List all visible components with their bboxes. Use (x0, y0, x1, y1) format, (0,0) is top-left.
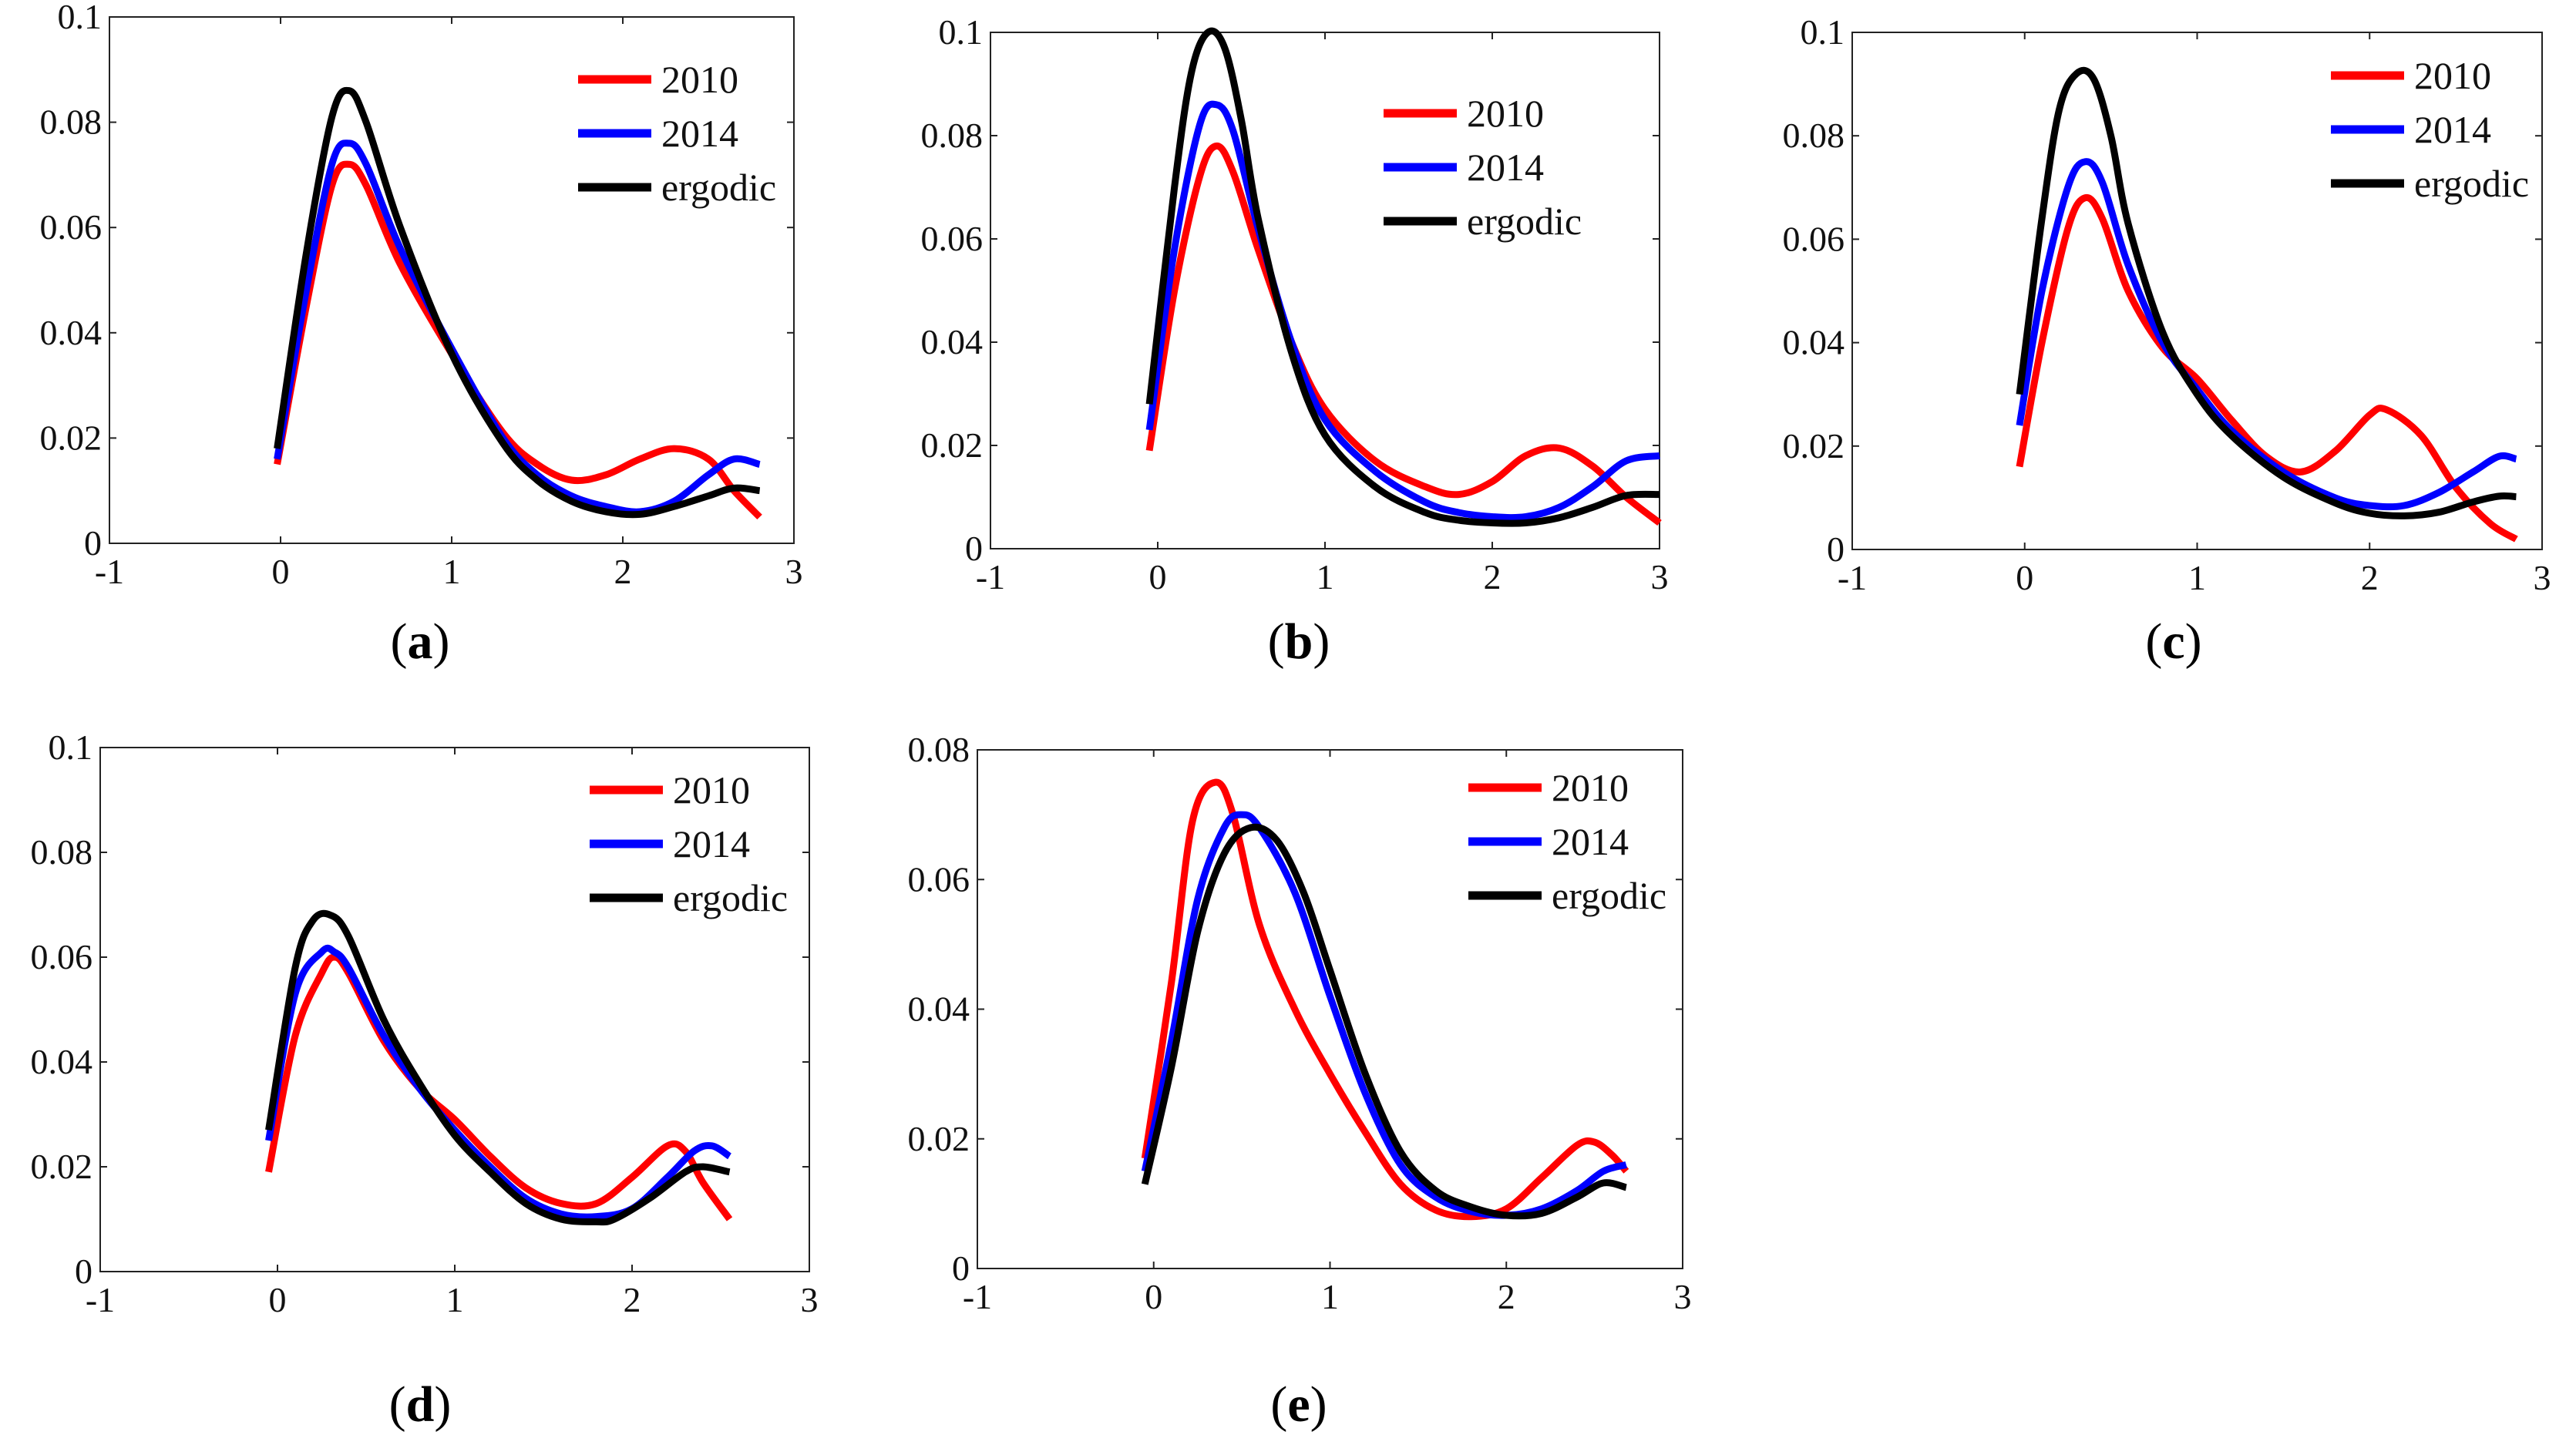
series-line-2014 (2016, 158, 2517, 511)
y-tick-label: 0.06 (908, 859, 970, 899)
y-tick-label: 0.08 (40, 102, 103, 142)
legend-label-ergodic: ergodic (661, 166, 776, 209)
x-tick-label: 2 (1498, 1277, 1515, 1316)
legend-label-ergodic: ergodic (673, 876, 788, 919)
x-tick-label: 2 (624, 1280, 641, 1319)
series-line-2010 (265, 953, 733, 1221)
x-tick-label: 0 (2016, 558, 2033, 597)
x-tick-label: 0 (269, 1280, 287, 1319)
legend-label-2014: 2014 (673, 822, 750, 865)
series-line-ergodic (265, 909, 731, 1226)
chart-panel-a: 0 0.02 0.04 0.06 0.08 0.1 -1 0 1 2 3 2010 2014 ergodi… (0, 0, 848, 694)
y-tick-label: 0.1 (49, 728, 93, 767)
y-tick-label: 0.1 (1801, 12, 1845, 52)
caption-a: (a) (390, 613, 450, 670)
y-tick-label: 0.06 (31, 937, 93, 976)
legend-label-2010: 2010 (673, 768, 750, 812)
x-tick-label: 3 (1674, 1277, 1692, 1316)
y-tick-label: 0.08 (921, 116, 984, 155)
series-line-2014 (274, 139, 761, 516)
chart-d: 00.020.040.060.080.1-1 0 1 2 320102014ergodi… (31, 728, 819, 1319)
legend-label-ergodic: ergodic (1552, 874, 1666, 917)
series-line-2010 (1141, 778, 1629, 1221)
series-line-2014 (1145, 100, 1660, 522)
series-line-2010 (1145, 142, 1662, 526)
x-tick-label: 0 (272, 552, 290, 591)
y-tick-label: 0.04 (921, 322, 984, 361)
chart-panel-d: 0 0.02 0.04 0.06 0.08 0.1 -1 0 1 2 3 2010 2014 ergodi… (0, 724, 848, 1418)
y-tick-label: 0 (952, 1248, 970, 1288)
x-tick-label: 1 (443, 552, 461, 591)
chart-panel-c: 0 0.02 0.04 0.06 0.08 0.1 -1 0 1 2 3 2010 2014 ergodi… (1696, 0, 2576, 694)
chart-panel-b: 0 0.02 0.04 0.06 0.08 0.1 -1 0 1 2 3 2010 2014 ergodi… (848, 0, 1696, 694)
y-tick-label: 0.04 (908, 990, 970, 1029)
x-tick-label: 0 (1145, 1277, 1162, 1316)
series-line-ergodic (1141, 823, 1627, 1220)
y-tick-label: 0 (84, 523, 102, 563)
caption-d: (d) (388, 1376, 452, 1433)
x-tick-label: 3 (2534, 558, 2551, 597)
legend-label-ergodic: ergodic (2414, 162, 2529, 205)
x-tick-label: -1 (976, 557, 1005, 596)
x-tick-label: -1 (86, 1280, 115, 1319)
legend-label-2010: 2010 (661, 58, 738, 101)
legend-label-2010: 2010 (1467, 92, 1544, 135)
y-tick-label: 0.02 (31, 1147, 93, 1186)
legend-label-2014: 2014 (2414, 108, 2491, 151)
legend-label-2014: 2014 (1467, 146, 1544, 189)
y-tick-label: 0.02 (40, 418, 103, 457)
y-tick-label: 0.1 (58, 0, 103, 36)
x-tick-label: -1 (963, 1277, 992, 1316)
y-tick-label: 0.08 (1783, 116, 1845, 155)
x-tick-label: 1 (446, 1280, 464, 1319)
legend-label-2014: 2014 (661, 112, 738, 155)
y-tick-label: 0.06 (40, 207, 103, 247)
series-line-ergodic (1145, 27, 1660, 527)
series-line-2014 (265, 944, 732, 1221)
x-tick-label: 1 (1321, 1277, 1339, 1316)
y-tick-label: 0.06 (921, 219, 984, 258)
plot-frame (990, 32, 1660, 549)
x-tick-label: 0 (1149, 557, 1167, 596)
series-line-ergodic (274, 86, 761, 519)
chart-panel-e: 0 0.02 0.04 0.06 0.08 -1 0 1 2 3 2010 2014 ergodic (879, 724, 1727, 1418)
chart-a: 00.020.040.060.080.1-1 0 1 2 320102014ergodi… (40, 0, 803, 591)
y-tick-label: 0.04 (1783, 323, 1845, 362)
x-tick-label: -1 (1838, 558, 1867, 597)
y-tick-label: 0.08 (31, 832, 93, 872)
series-line-ergodic (2016, 66, 2517, 519)
y-tick-label: 0.04 (40, 313, 103, 352)
x-tick-label: 1 (2188, 558, 2206, 597)
chart-b: 00.020.040.060.080.1-1 0 1 2 320102014ergodi… (921, 12, 1669, 596)
legend-label-2010: 2010 (1552, 766, 1629, 809)
x-tick-label: 2 (614, 552, 632, 591)
y-tick-label: 0 (75, 1252, 92, 1291)
x-tick-label: -1 (95, 552, 124, 591)
y-tick-label: 0.1 (939, 12, 984, 52)
caption-c: (c) (2145, 613, 2202, 670)
x-tick-label: 3 (785, 552, 803, 591)
y-tick-label: 0.08 (908, 730, 970, 769)
series-line-2010 (2016, 193, 2518, 543)
y-tick-label: 0.02 (921, 425, 984, 465)
y-tick-label: 0 (1827, 529, 1845, 569)
y-tick-label: 0 (965, 529, 983, 568)
legend-label-2010: 2010 (2414, 54, 2491, 97)
series-line-2014 (1141, 811, 1628, 1219)
y-tick-label: 0.06 (1783, 219, 1845, 258)
legend-label-2014: 2014 (1552, 820, 1629, 863)
x-tick-label: 1 (1317, 557, 1334, 596)
x-tick-label: 3 (801, 1280, 819, 1319)
y-tick-label: 0.02 (1783, 426, 1845, 465)
caption-b: (b) (1267, 613, 1330, 670)
x-tick-label: 3 (1651, 557, 1669, 596)
caption-e: (e) (1270, 1376, 1327, 1433)
y-tick-label: 0.02 (908, 1119, 970, 1158)
chart-c: 00.020.040.060.080.1-1 0 1 2 320102014ergodi… (1783, 12, 2551, 597)
x-tick-label: 2 (2361, 558, 2379, 597)
legend-label-ergodic: ergodic (1467, 200, 1582, 243)
y-tick-label: 0.04 (31, 1042, 93, 1081)
x-tick-label: 2 (1484, 557, 1502, 596)
